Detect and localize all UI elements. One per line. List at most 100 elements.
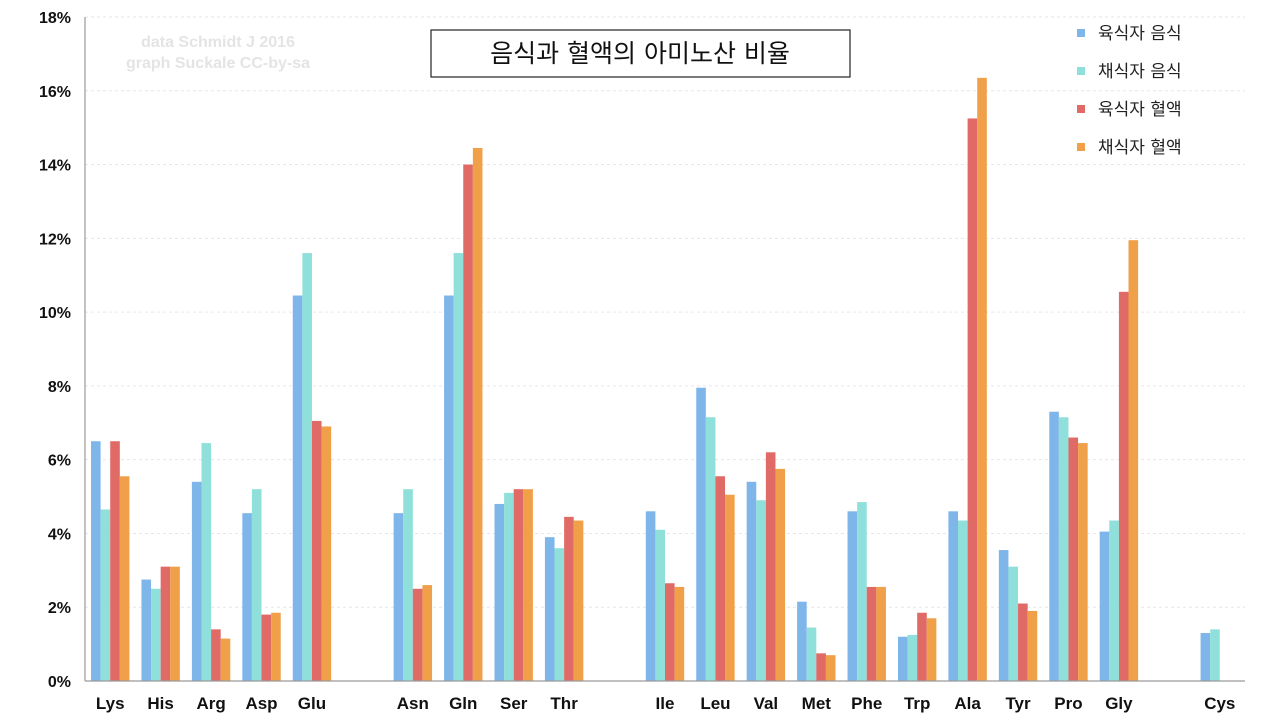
bar — [948, 511, 959, 681]
bar — [242, 513, 252, 681]
bar — [110, 441, 120, 681]
bar — [151, 588, 161, 681]
bar — [1068, 437, 1079, 681]
bar — [977, 77, 987, 681]
bar — [1118, 291, 1129, 681]
y-tick-label: 0% — [48, 674, 71, 691]
x-tick-label: Ile — [656, 694, 675, 713]
bar — [917, 612, 927, 681]
bar — [251, 489, 262, 681]
credit-line-1: data Schmidt J 2016 — [141, 34, 295, 51]
x-tick-label: Cys — [1204, 694, 1235, 713]
chart-title: 음식과 혈액의 아미노산 비율 — [490, 39, 790, 68]
bar — [926, 618, 937, 681]
x-tick-label: Phe — [851, 694, 882, 713]
y-tick-label: 6% — [48, 453, 71, 470]
bar — [674, 586, 685, 681]
bar — [220, 638, 231, 681]
bar — [412, 588, 423, 681]
legend-label: 채식자 혈액 — [1098, 138, 1182, 158]
x-tick-label: Gly — [1105, 694, 1133, 713]
bar — [765, 452, 776, 681]
x-tick-label: Pro — [1054, 694, 1082, 713]
x-tick-label: Glu — [298, 694, 326, 713]
legend-label: 채식자 음식 — [1098, 62, 1182, 82]
x-tick-label: Lys — [96, 694, 125, 713]
y-tick-label: 2% — [48, 600, 71, 617]
x-tick-label: Val — [754, 694, 779, 713]
y-tick-label: 14% — [39, 158, 71, 175]
bar — [504, 492, 514, 681]
bar — [119, 476, 130, 681]
x-tick-label: Ser — [500, 694, 528, 713]
bar — [775, 468, 786, 681]
bar — [271, 612, 281, 681]
bar — [645, 511, 656, 681]
bar — [573, 520, 584, 681]
bar — [453, 253, 464, 682]
x-tick-label: Trp — [904, 694, 930, 713]
legend-label: 육식자 음식 — [1098, 24, 1182, 44]
x-tick-label: Gln — [449, 694, 477, 713]
y-tick-label: 10% — [39, 305, 71, 322]
y-tick-label: 8% — [48, 379, 71, 396]
bar — [825, 655, 836, 681]
y-tick-label: 18% — [39, 10, 71, 27]
legend-swatch — [1077, 143, 1085, 151]
bar — [191, 481, 202, 681]
y-tick-labels: 0% 2% 4% 6% 8% 10% 12% 14% 16% 18% — [39, 10, 71, 691]
bar — [967, 118, 978, 681]
bar — [311, 420, 322, 681]
credit-line-2: graph Suckale CC-by-sa — [126, 55, 310, 72]
bar — [170, 566, 180, 681]
legend-label: 육식자 혈액 — [1098, 100, 1182, 120]
bar — [1027, 610, 1038, 681]
bar — [523, 489, 533, 681]
bar — [1058, 417, 1069, 681]
bar — [564, 516, 574, 681]
bar — [1210, 629, 1220, 681]
x-tick-label: Met — [802, 694, 832, 713]
bar — [998, 550, 1009, 681]
bar — [141, 579, 152, 681]
x-tick-label: Tyr — [1005, 694, 1031, 713]
bar — [201, 443, 212, 681]
bar — [463, 164, 473, 682]
bar — [513, 489, 524, 681]
x-tick-label: Asn — [397, 694, 429, 713]
x-tick-label: Thr — [550, 694, 578, 713]
bar — [91, 441, 101, 681]
bar — [1049, 411, 1059, 681]
bar — [907, 634, 918, 681]
bar — [847, 511, 858, 681]
x-tick-label: His — [147, 694, 173, 713]
bar — [958, 520, 968, 681]
bar — [1018, 603, 1028, 681]
bar — [422, 585, 433, 681]
bar — [715, 476, 726, 681]
bar — [866, 586, 877, 681]
bar — [897, 636, 908, 681]
axes — [84, 17, 1245, 682]
bar — [292, 295, 303, 681]
bar — [544, 537, 555, 681]
credit-watermark: data Schmidt J 2016 graph Suckale CC-by-… — [126, 34, 310, 72]
bar — [816, 653, 826, 681]
bar — [806, 627, 817, 681]
bar — [1078, 443, 1088, 681]
bar — [797, 601, 807, 681]
bar — [494, 503, 505, 681]
y-tick-label: 12% — [39, 231, 71, 248]
bar — [160, 566, 171, 681]
bar — [1109, 520, 1119, 681]
legend-swatch — [1077, 29, 1085, 37]
x-tick-label: Arg — [196, 694, 225, 713]
x-tick-labels: Lys His Arg Asp Glu Asn Gln Ser Thr Ile Leu Val Met P… — [96, 694, 1235, 713]
x-tick-label: Asp — [245, 694, 277, 713]
bar — [403, 489, 413, 681]
bar — [261, 614, 272, 681]
bar — [1099, 531, 1110, 681]
bar — [393, 513, 404, 681]
bar — [321, 426, 332, 681]
